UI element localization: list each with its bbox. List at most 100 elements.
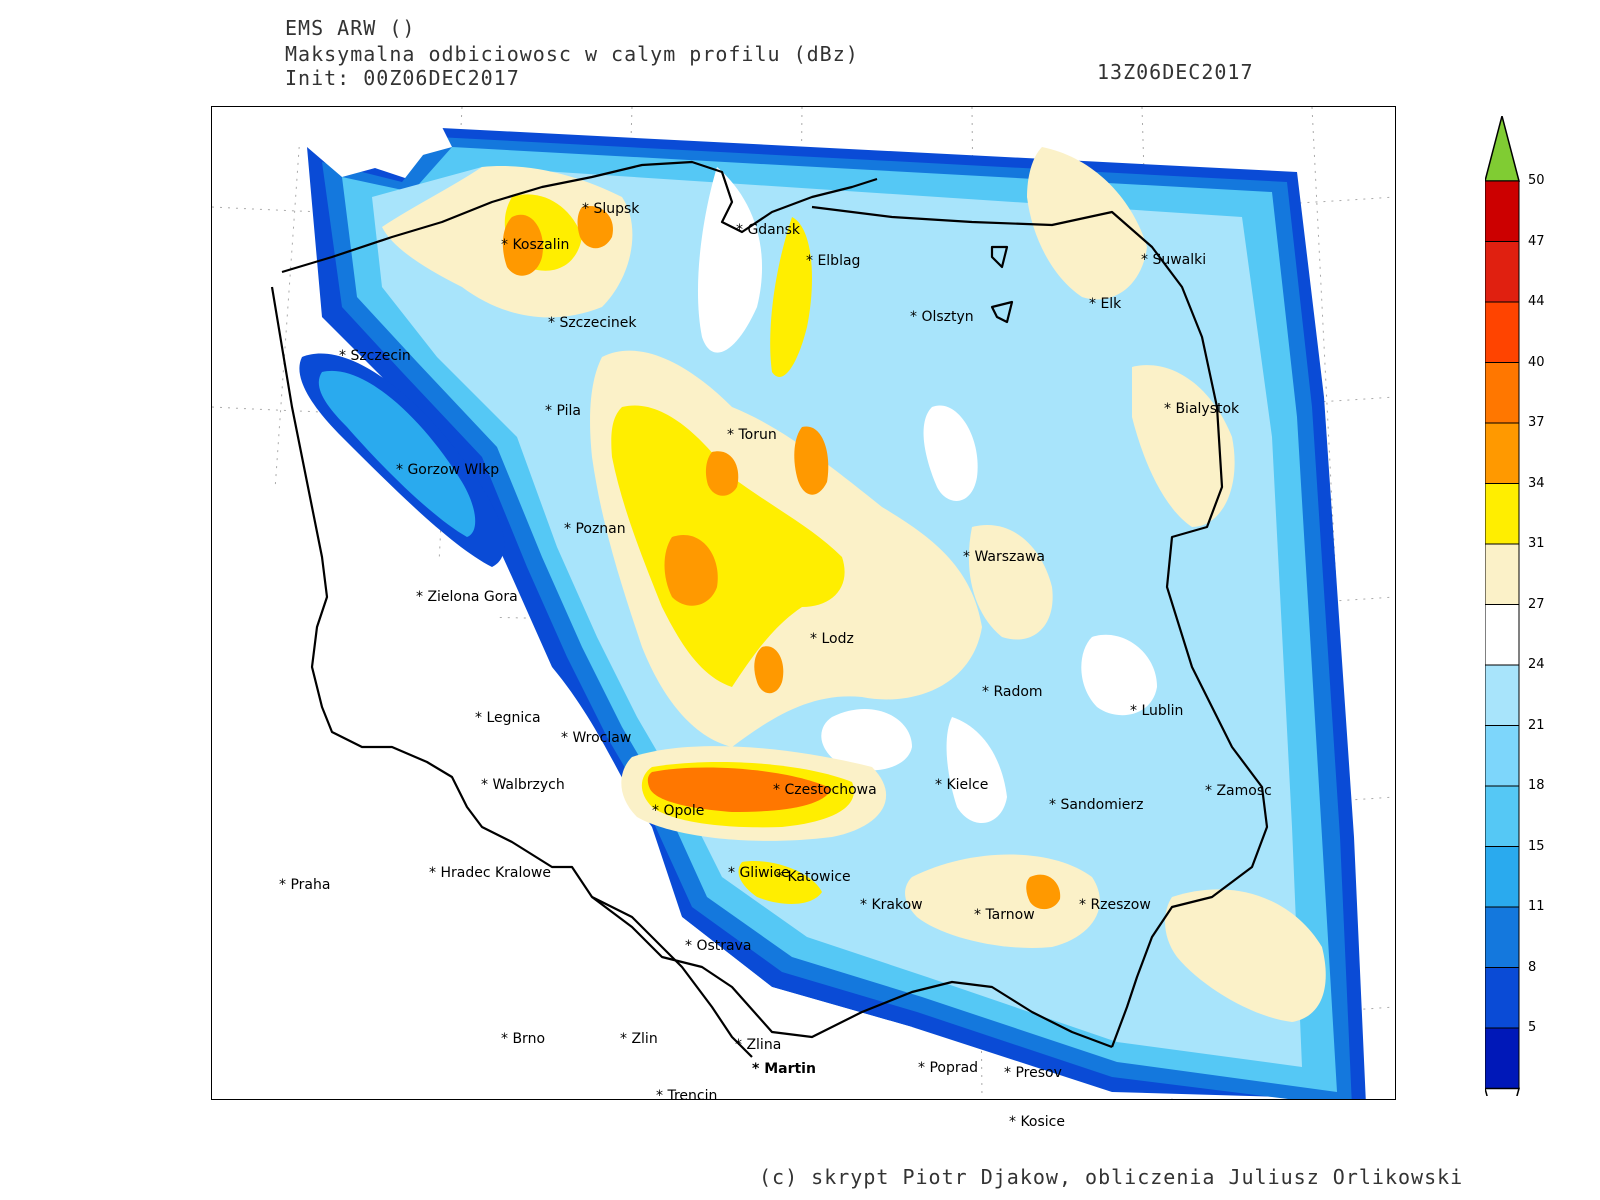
city-label: * Radom [982,684,1043,700]
colorbar-below-triangle [1484,1087,1520,1154]
colorbar-above-triangle [1484,113,1520,182]
yellow-central [611,405,845,687]
cream-southeast [1165,889,1326,1022]
colorbar-tick-label: 50 [1528,173,1545,188]
city-label: * Wroclaw [561,730,632,746]
city-label: * Rzeszow [1079,897,1151,913]
city-label: * Katowice [776,869,851,885]
colorbar-segment [1484,180,1520,242]
colorbar-segment [1484,362,1520,424]
colorbar-tick-label: 11 [1528,899,1545,914]
city-label: * Elblag [806,253,861,269]
city-label: * Lodz [810,631,854,647]
colorbar-tick-label: 40 [1528,354,1545,370]
reflectivity-field [212,107,1366,1099]
city-label: * Lublin [1130,703,1184,719]
colorbar-segment [1484,483,1520,545]
city-label: * Krakow [860,897,923,913]
valid-time: 13Z06DEC2017 [1097,60,1254,84]
city-label: * Zlin [620,1031,658,1047]
colorbar-segment [1484,785,1520,847]
colorbar-tick-label: 15 [1528,838,1545,854]
city-label: * Koszalin [501,237,570,253]
colorbar-segment [1484,301,1520,363]
orange-torun-east [794,426,829,495]
city-label: * Slupsk [582,201,640,217]
cream-rzeszow [905,854,1100,948]
colorbar [1484,113,1595,1154]
city-label: * Zlina [735,1037,782,1053]
city-label: * Kielce [935,777,989,793]
gap-sandomierz-west [946,717,1007,824]
colorbar-tick-label: 8 [1528,959,1537,975]
city-label: * Kosice [1009,1114,1065,1130]
cream-northeast [1027,147,1147,300]
city-label: * Martin [752,1061,816,1077]
city-label: * Zielona Gora [416,589,518,605]
gap-lublin [1081,634,1157,716]
colorbar-tick-label: 18 [1528,778,1545,793]
colorbar-graphic [1484,113,1520,1154]
gap-northwest [212,107,452,177]
city-label: * Czestochowa [773,782,877,798]
yellow-elblag [770,217,812,377]
city-label: * Trencin [656,1088,718,1104]
city-label: * Torun [727,427,777,443]
country-borders [270,160,1269,1058]
colorbar-tick-label: 47 [1528,233,1545,249]
border-south [270,286,1113,1049]
cream-bialystok [1132,365,1235,527]
city-label: * Praha [279,877,331,893]
orange-lodz [754,646,784,694]
gap-kielce [821,708,912,771]
orange-czestochowa [647,767,832,812]
city-label: * Walbrzych [481,777,565,793]
orange-rzeszow [1026,874,1061,910]
border-north-east [811,205,1269,1048]
title-model: EMS ARW () [285,16,416,40]
orange-central [664,535,718,606]
colorbar-segment [1484,543,1520,605]
city-label: * Sandomierz [1049,797,1144,813]
city-label: * Poprad [918,1060,979,1076]
city-label: * Gdansk [736,222,801,238]
orange-torun [705,451,739,496]
colorbar-segment [1484,846,1520,908]
orange-slupsk [577,206,613,249]
border-czech-slovak [591,896,753,1058]
city-label: * Zamosc [1205,783,1272,799]
city-label: * Legnica [475,710,541,726]
city-label: * Gliwice [728,865,790,881]
field-west-band-core [318,370,476,537]
title-variable: Maksymalna odbiciowosc w calym profilu (… [285,42,859,66]
colorbar-segment [1484,422,1520,484]
city-label: * Tarnow [974,907,1035,923]
reflectivity-map [211,106,1396,1100]
colorbar-tick-label: 24 [1528,657,1545,672]
city-label: * Szczecin [339,348,411,364]
city-label: * Opole [652,803,705,819]
cream-lublin-east [968,525,1053,640]
colorbar-tick-label: 27 [1528,596,1545,612]
colorbar-tick-label: 21 [1528,717,1545,733]
gap-west [212,487,912,1099]
colorbar-segment [1484,664,1520,726]
city-label: * Olsztyn [910,309,974,325]
gap-olsztyn-east [923,405,978,501]
city-label: * Poznan [564,521,626,537]
city-label: * Bialystok [1164,401,1240,417]
city-label: * Szczecinek [548,315,637,331]
city-label: * Pila [545,403,581,419]
colorbar-segment [1484,241,1520,303]
city-label: * Ostrava [685,938,752,954]
credit-line: (c) skrypt Piotr Djakow, obliczenia Juli… [759,1165,1464,1189]
lake-mazury-1 [990,245,1009,269]
map-canvas [212,107,1395,1099]
gap-gdansk-bay [697,167,763,353]
city-label: * Warszawa [963,549,1045,565]
city-label: * Brno [501,1031,546,1047]
lake-mazury-2 [990,300,1014,324]
colorbar-segment [1484,604,1520,666]
colorbar-tick-label: 44 [1528,294,1545,309]
city-label: * Gorzow Wlkp [396,462,500,478]
